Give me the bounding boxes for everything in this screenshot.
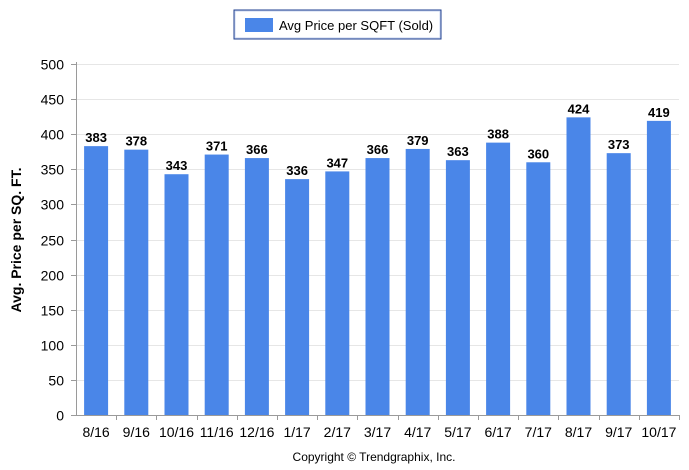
bar bbox=[566, 117, 591, 416]
bar-value-label: 379 bbox=[407, 133, 429, 148]
y-tick-label: 0 bbox=[56, 408, 64, 424]
bar-value-label: 419 bbox=[648, 105, 670, 120]
bar-value-label: 366 bbox=[367, 142, 389, 157]
y-tick-label: 400 bbox=[41, 127, 65, 143]
x-tick-label: 9/16 bbox=[123, 424, 150, 440]
bar bbox=[84, 146, 109, 415]
bar-value-label: 336 bbox=[286, 163, 308, 178]
y-tick-label: 450 bbox=[41, 92, 65, 108]
copyright-text: Copyright © Trendgraphix, Inc. bbox=[293, 450, 456, 464]
bar bbox=[405, 148, 430, 415]
bar bbox=[526, 162, 551, 415]
bar bbox=[646, 120, 671, 415]
y-tick-label: 350 bbox=[41, 162, 65, 178]
x-tick-label: 4/17 bbox=[404, 424, 431, 440]
x-tick-label: 2/17 bbox=[324, 424, 351, 440]
x-tick-label: 1/17 bbox=[283, 424, 310, 440]
bars bbox=[84, 117, 671, 416]
y-tick-label: 100 bbox=[41, 338, 65, 354]
legend-box-inner bbox=[234, 10, 441, 39]
y-tick-label: 150 bbox=[41, 303, 65, 319]
y-tick-label: 300 bbox=[41, 197, 65, 213]
y-axis-title: Avg. Price per SQ. FT. bbox=[8, 168, 24, 313]
bar bbox=[124, 149, 149, 416]
y-tick-label: 500 bbox=[41, 57, 65, 73]
bar bbox=[244, 158, 269, 415]
bar-value-label: 424 bbox=[568, 101, 590, 116]
x-tick-label: 3/17 bbox=[364, 424, 391, 440]
x-tick-label: 11/16 bbox=[200, 424, 234, 440]
bar-value-label: 343 bbox=[166, 158, 188, 173]
x-tick-labels: 8/16 9/16 10/16 11/16 12/16 1/17 2/17 3/17 4/17 5… bbox=[82, 415, 680, 440]
x-tick-label: 12/16 bbox=[239, 424, 274, 440]
x-tick-label: 10/17 bbox=[641, 424, 676, 440]
legend-swatch bbox=[245, 18, 273, 32]
x-tick-label: 7/17 bbox=[525, 424, 552, 440]
x-tick-label: 6/17 bbox=[484, 424, 511, 440]
bar bbox=[164, 174, 189, 415]
legend-label: Avg Price per SQFT (Sold) bbox=[279, 18, 433, 33]
x-tick-label: 8/16 bbox=[82, 424, 109, 440]
bar bbox=[204, 154, 229, 416]
data-labels: 383 378 343 371 366 336 347 366 379 363 388 360 424 3… bbox=[85, 101, 670, 178]
bar-value-label: 371 bbox=[206, 139, 228, 154]
bar-value-label: 360 bbox=[527, 146, 549, 161]
x-tick-label: 5/17 bbox=[444, 424, 471, 440]
bar bbox=[285, 179, 310, 415]
bar-value-label: 366 bbox=[246, 142, 268, 157]
bar bbox=[325, 171, 350, 415]
bar bbox=[486, 142, 511, 415]
x-tick-label: 9/17 bbox=[605, 424, 632, 440]
y-tick-label: 250 bbox=[41, 233, 65, 249]
bar-value-label: 388 bbox=[487, 127, 509, 142]
bar bbox=[445, 160, 470, 415]
bar bbox=[606, 153, 631, 416]
bar-value-label: 378 bbox=[125, 134, 147, 149]
bar-value-label: 383 bbox=[85, 130, 107, 145]
axes bbox=[76, 62, 679, 416]
x-tick-label: 8/17 bbox=[565, 424, 592, 440]
y-tick-labels: 0 50 100 150 200 250 300 350 400 450 500 bbox=[41, 57, 76, 424]
bar-value-label: 347 bbox=[326, 155, 348, 170]
bar-value-label: 363 bbox=[447, 144, 469, 159]
legend: Avg Price per SQFT (Sold) bbox=[233, 9, 442, 40]
x-tick-label: 10/16 bbox=[159, 424, 194, 440]
bar-value-label: 373 bbox=[608, 137, 630, 152]
bar bbox=[365, 158, 390, 415]
y-tick-label: 50 bbox=[48, 373, 64, 389]
y-tick-label: 200 bbox=[41, 268, 65, 284]
